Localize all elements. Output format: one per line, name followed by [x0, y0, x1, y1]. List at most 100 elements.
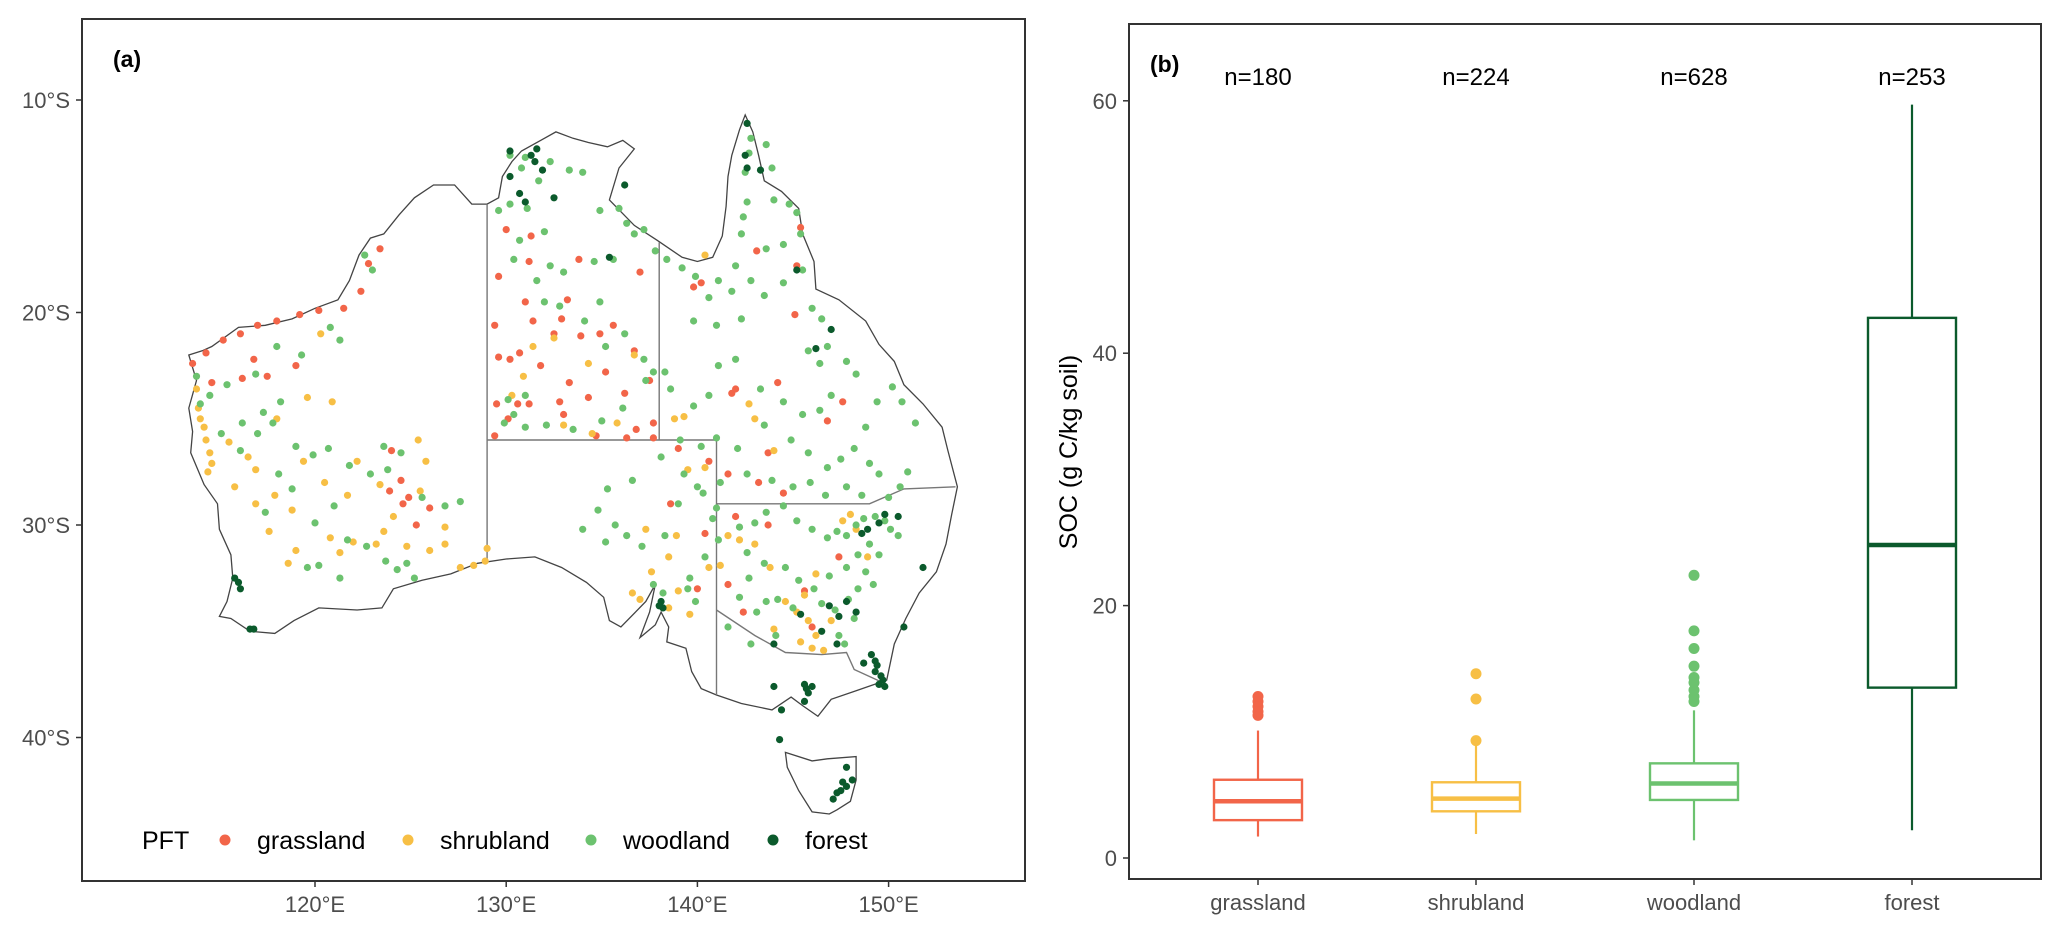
- site-point-shrubland: [550, 334, 558, 342]
- site-point-grassland: [502, 226, 510, 234]
- site-point-shrubland: [244, 453, 252, 461]
- site-point-woodland: [693, 483, 702, 491]
- site-point-grassland: [621, 389, 629, 397]
- site-point-woodland: [747, 640, 755, 648]
- site-point-shrubland: [206, 449, 214, 457]
- site-point-shrubland: [372, 540, 380, 548]
- site-point-shrubland: [827, 617, 835, 625]
- site-point-shrubland: [701, 464, 709, 472]
- site-point-shrubland: [628, 589, 637, 597]
- site-point-forest: [521, 198, 529, 206]
- mainland-outline: [187, 113, 959, 718]
- site-point-woodland: [691, 597, 700, 606]
- site-point-grassland: [263, 372, 271, 380]
- site-point-woodland: [640, 226, 648, 234]
- site-point-forest: [743, 119, 751, 127]
- site-point-shrubland: [441, 540, 449, 548]
- site-point-woodland: [804, 449, 812, 457]
- site-point-woodland: [521, 391, 529, 399]
- site-point-shrubland: [208, 459, 216, 467]
- site-point-woodland: [261, 508, 269, 516]
- site-point-woodland: [659, 589, 667, 597]
- site-point-woodland: [787, 436, 795, 444]
- site-point-shrubland: [376, 481, 384, 489]
- site-point-shrubland: [349, 538, 357, 546]
- site-point-woodland: [850, 444, 858, 453]
- box-marks: n=180 n=224 n=628 n=253: [1212, 64, 1958, 841]
- site-point-woodland: [842, 483, 851, 491]
- site-point-woodland: [661, 368, 669, 376]
- site-point-woodland: [368, 266, 376, 274]
- site-point-woodland: [236, 447, 244, 455]
- site-point-forest: [236, 585, 244, 593]
- site-point-woodland: [651, 247, 659, 255]
- site-point-grassland: [774, 379, 782, 387]
- site-point-woodland: [842, 357, 851, 365]
- site-point-woodland: [517, 164, 526, 172]
- site-point-forest: [234, 578, 243, 587]
- site-point-forest: [756, 166, 765, 174]
- site-point-woodland: [823, 342, 832, 351]
- site-point-woodland: [732, 355, 740, 363]
- site-point-woodland: [712, 504, 721, 512]
- site-point-grassland: [412, 521, 420, 529]
- site-point-shrubland: [470, 561, 478, 570]
- site-point-woodland: [885, 493, 893, 501]
- site-point-forest: [527, 151, 535, 159]
- site-point-woodland: [217, 430, 225, 438]
- site-point-grassland: [537, 362, 545, 370]
- site-point-woodland: [756, 385, 765, 393]
- site-point-grassland: [315, 306, 323, 314]
- site-point-woodland: [277, 398, 285, 406]
- site-point-grassland: [250, 355, 258, 363]
- site-point-woodland: [842, 532, 851, 540]
- map-y-tick-label: 20°S: [22, 301, 70, 326]
- site-point-forest: [741, 151, 749, 159]
- site-point-shrubland: [529, 342, 537, 351]
- site-point-forest: [900, 623, 908, 631]
- site-point-woodland: [667, 385, 675, 393]
- site-point-woodland: [785, 200, 793, 208]
- boxplot-panel: (b) SOC (g C/kg soil) 0 20 40 60 grassland s…: [1055, 23, 2042, 915]
- site-point-woodland: [565, 166, 573, 174]
- site-point-grassland: [705, 457, 713, 465]
- site-point-grassland: [525, 400, 533, 408]
- site-point-shrubland: [380, 527, 388, 536]
- site-point-grassland: [238, 374, 246, 382]
- site-point-woodland: [192, 372, 201, 380]
- site-point-shrubland: [724, 532, 732, 540]
- site-point-shrubland: [389, 512, 397, 521]
- site-point-woodland: [397, 449, 405, 457]
- site-point-grassland: [493, 400, 501, 408]
- site-point-woodland: [326, 323, 334, 331]
- site-point-woodland: [793, 517, 801, 525]
- site-point-shrubland: [665, 553, 673, 561]
- site-point-grassland: [575, 255, 583, 263]
- site-point-grassland: [584, 393, 593, 402]
- site-point-shrubland: [674, 587, 682, 595]
- site-point-woodland: [745, 574, 753, 582]
- site-point-woodland: [521, 423, 529, 431]
- site-point-woodland: [797, 230, 805, 238]
- site-point-shrubland: [204, 468, 212, 476]
- site-point-woodland: [663, 255, 671, 263]
- site-point-woodland: [598, 417, 606, 425]
- site-point-woodland: [799, 266, 807, 274]
- site-point-woodland: [602, 342, 610, 351]
- site-point-shrubland: [426, 546, 434, 555]
- site-point-woodland: [823, 464, 832, 472]
- site-point-shrubland: [812, 631, 820, 640]
- legend-label-grassland: grassland: [257, 827, 365, 855]
- site-point-woodland: [714, 277, 723, 285]
- site-point-woodland: [818, 600, 826, 608]
- site-point-shrubland: [416, 487, 424, 495]
- site-point-woodland: [714, 362, 723, 370]
- legend-label-shrubland: shrubland: [440, 827, 550, 855]
- site-point-woodland: [510, 255, 518, 263]
- site-point-woodland: [808, 304, 816, 312]
- x-tick-label-grassland: grassland: [1210, 890, 1305, 915]
- site-point-forest: [873, 661, 881, 669]
- site-point-forest: [605, 253, 614, 261]
- site-point-grassland: [739, 608, 747, 616]
- site-point-woodland: [680, 470, 688, 478]
